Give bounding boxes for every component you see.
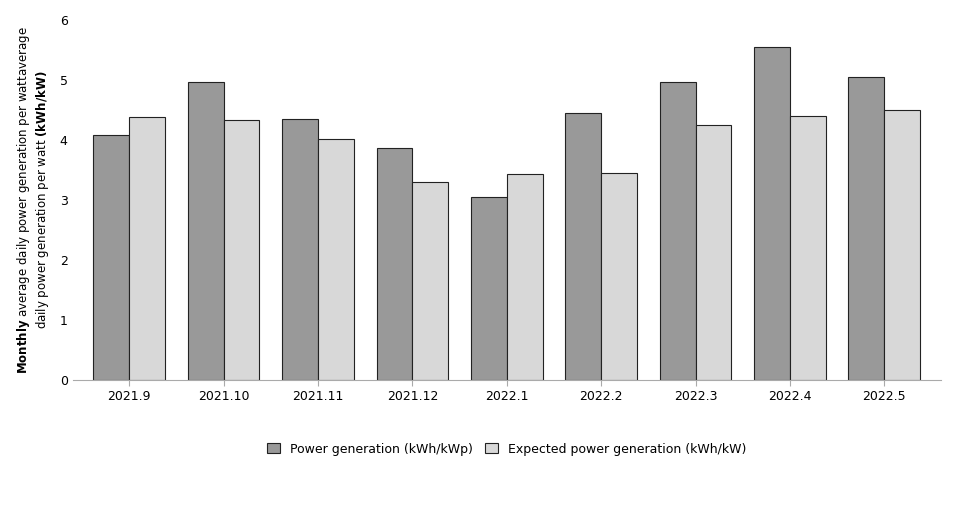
Bar bbox=[790, 116, 826, 380]
Bar bbox=[696, 125, 731, 380]
Bar bbox=[187, 82, 224, 380]
Bar bbox=[660, 82, 696, 380]
Bar bbox=[377, 148, 412, 380]
Bar bbox=[224, 120, 259, 380]
Bar bbox=[412, 182, 448, 380]
Bar bbox=[601, 173, 637, 380]
Y-axis label: $\bf{Monthly}$ average daily power generation per wattaverage
daily power genera: $\bf{Monthly}$ average daily power gener… bbox=[15, 26, 52, 374]
Bar bbox=[849, 77, 884, 380]
Bar bbox=[565, 113, 601, 380]
Bar bbox=[129, 117, 165, 380]
Bar bbox=[282, 119, 318, 380]
Bar bbox=[754, 47, 790, 380]
Bar bbox=[94, 135, 129, 380]
Bar bbox=[507, 174, 543, 380]
Bar bbox=[884, 110, 921, 380]
Bar bbox=[318, 139, 354, 380]
Legend: Power generation (kWh/kWp), Expected power generation (kWh/kW): Power generation (kWh/kWp), Expected pow… bbox=[261, 436, 752, 462]
Bar bbox=[471, 197, 507, 380]
